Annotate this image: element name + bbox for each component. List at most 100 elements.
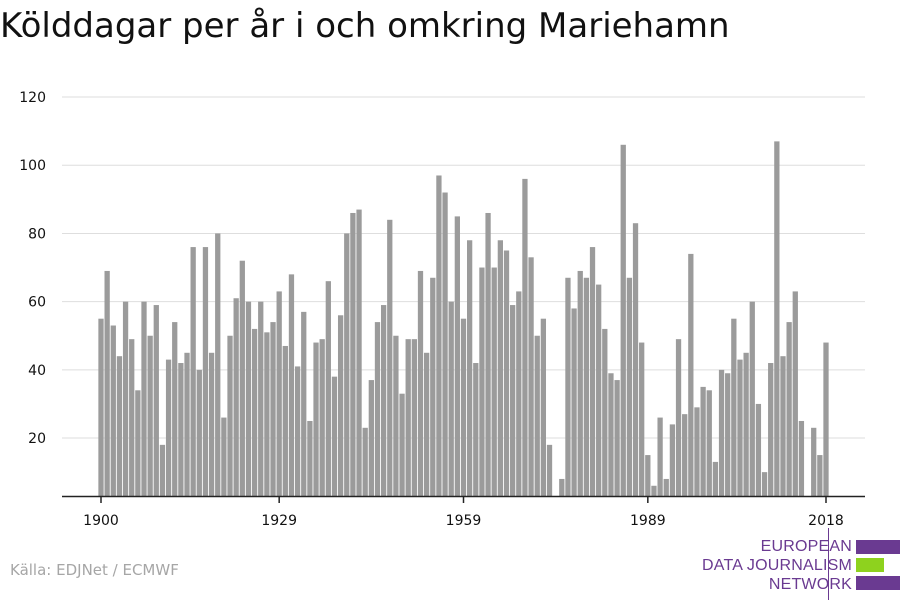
bar-1922 <box>233 298 239 496</box>
bar-1981 <box>596 284 602 496</box>
bar-1940 <box>344 233 350 496</box>
x-axis-ticks: 1900 1929 1959 1989 2018 <box>83 496 844 529</box>
bar-1959 <box>460 318 467 496</box>
bar-2007 <box>755 403 762 496</box>
logo-bar-purple-bottom <box>856 576 900 590</box>
bar-1986 <box>626 277 633 496</box>
y-tick-label: 100 <box>19 158 46 174</box>
bar-2009 <box>768 363 774 496</box>
bar-1947 <box>387 219 393 497</box>
bar-1942 <box>356 209 362 496</box>
bar-1961 <box>473 363 479 496</box>
bar-1903 <box>116 356 123 496</box>
bar-1910 <box>159 444 166 496</box>
bar-1918 <box>208 352 215 496</box>
bar-1973 <box>546 444 553 496</box>
bar-1966 <box>503 250 510 496</box>
bar-2013 <box>792 291 798 496</box>
bar-1978 <box>577 270 583 496</box>
bar-1915 <box>190 247 196 496</box>
bar-2011 <box>780 356 786 496</box>
bar-1968 <box>516 291 522 496</box>
bar-1943 <box>362 427 368 496</box>
bar-1984 <box>614 380 620 496</box>
bar-1921 <box>227 335 233 496</box>
bar-1927 <box>264 332 270 496</box>
bar-1977 <box>571 308 577 496</box>
source-note: Källa: EDJNet / ECMWF <box>10 561 179 579</box>
bar-1949 <box>399 393 405 496</box>
bar-1976 <box>565 277 571 496</box>
bar-1937 <box>325 281 331 496</box>
bar-1905 <box>129 339 135 496</box>
bar-1929 <box>276 291 282 496</box>
bar-1911 <box>165 359 172 496</box>
bar-1935 <box>313 342 319 496</box>
chart-title: Kölddagar per år i och omkring Mariehamn <box>0 6 730 46</box>
bar-1939 <box>337 315 344 496</box>
bar-1934 <box>307 420 313 496</box>
bar-1979 <box>583 277 590 496</box>
bar-1997 <box>694 407 700 496</box>
bar-1995 <box>682 414 688 496</box>
bar-1970 <box>528 257 534 496</box>
bar-1926 <box>258 301 264 496</box>
y-tick-label: 60 <box>28 295 46 311</box>
logo-bar-green <box>856 558 884 572</box>
bar-1954 <box>430 277 436 496</box>
bar-1951 <box>411 339 417 496</box>
bar-1999 <box>706 390 712 496</box>
bar-1913 <box>178 363 184 496</box>
bar-2008 <box>761 472 768 496</box>
bar-1936 <box>319 339 325 496</box>
x-tick-label: 1989 <box>630 513 666 529</box>
edjnet-logo[interactable]: EUROPEAN DATA JOURNALISM NETWORK <box>700 528 900 600</box>
bar-2016 <box>811 427 817 496</box>
bar-1990 <box>651 485 657 496</box>
y-tick-label: 120 <box>19 90 46 106</box>
x-tick-label: 1929 <box>261 513 297 529</box>
x-tick-label: 2018 <box>808 513 844 529</box>
bar-1928 <box>270 322 276 496</box>
logo-bar-purple-top <box>856 540 900 554</box>
bar-1969 <box>522 178 528 496</box>
bar-1914 <box>184 352 190 496</box>
bar-2001 <box>718 369 725 496</box>
bar-1917 <box>202 247 209 496</box>
bar-1952 <box>417 270 424 496</box>
bar-1923 <box>239 260 245 496</box>
bar-1912 <box>172 322 178 496</box>
bar-2003 <box>731 318 737 496</box>
bar-2006 <box>749 301 755 496</box>
bar-1989 <box>645 455 651 496</box>
bar-1909 <box>153 305 159 496</box>
bar-1908 <box>147 335 153 496</box>
bar-1948 <box>393 335 399 496</box>
y-tick-label: 20 <box>28 431 46 447</box>
bar-1957 <box>448 301 454 496</box>
y-axis-ticks: 20 40 60 80 100 120 <box>19 90 46 447</box>
bar-1992 <box>663 478 669 496</box>
bar-1916 <box>196 369 202 496</box>
bar-1962 <box>479 267 485 496</box>
y-tick-label: 80 <box>28 226 46 242</box>
bar-1901 <box>104 270 110 496</box>
bar-1967 <box>510 305 516 496</box>
bar-1950 <box>405 339 411 496</box>
bar-1971 <box>534 335 540 496</box>
bar-2004 <box>737 359 743 496</box>
bar-1920 <box>221 417 227 496</box>
bar-2002 <box>725 373 731 496</box>
bar-1907 <box>141 301 147 496</box>
bar-1932 <box>294 366 301 496</box>
bar-1956 <box>442 192 448 496</box>
bar-1987 <box>632 223 639 496</box>
bar-1955 <box>436 175 442 497</box>
bar-1925 <box>251 328 258 496</box>
bar-1919 <box>215 233 221 496</box>
logo-text-network: NETWORK <box>768 576 852 593</box>
bar-1938 <box>331 376 338 496</box>
bar-1953 <box>423 352 430 496</box>
bar-1975 <box>559 478 565 496</box>
bar-1998 <box>700 386 706 496</box>
